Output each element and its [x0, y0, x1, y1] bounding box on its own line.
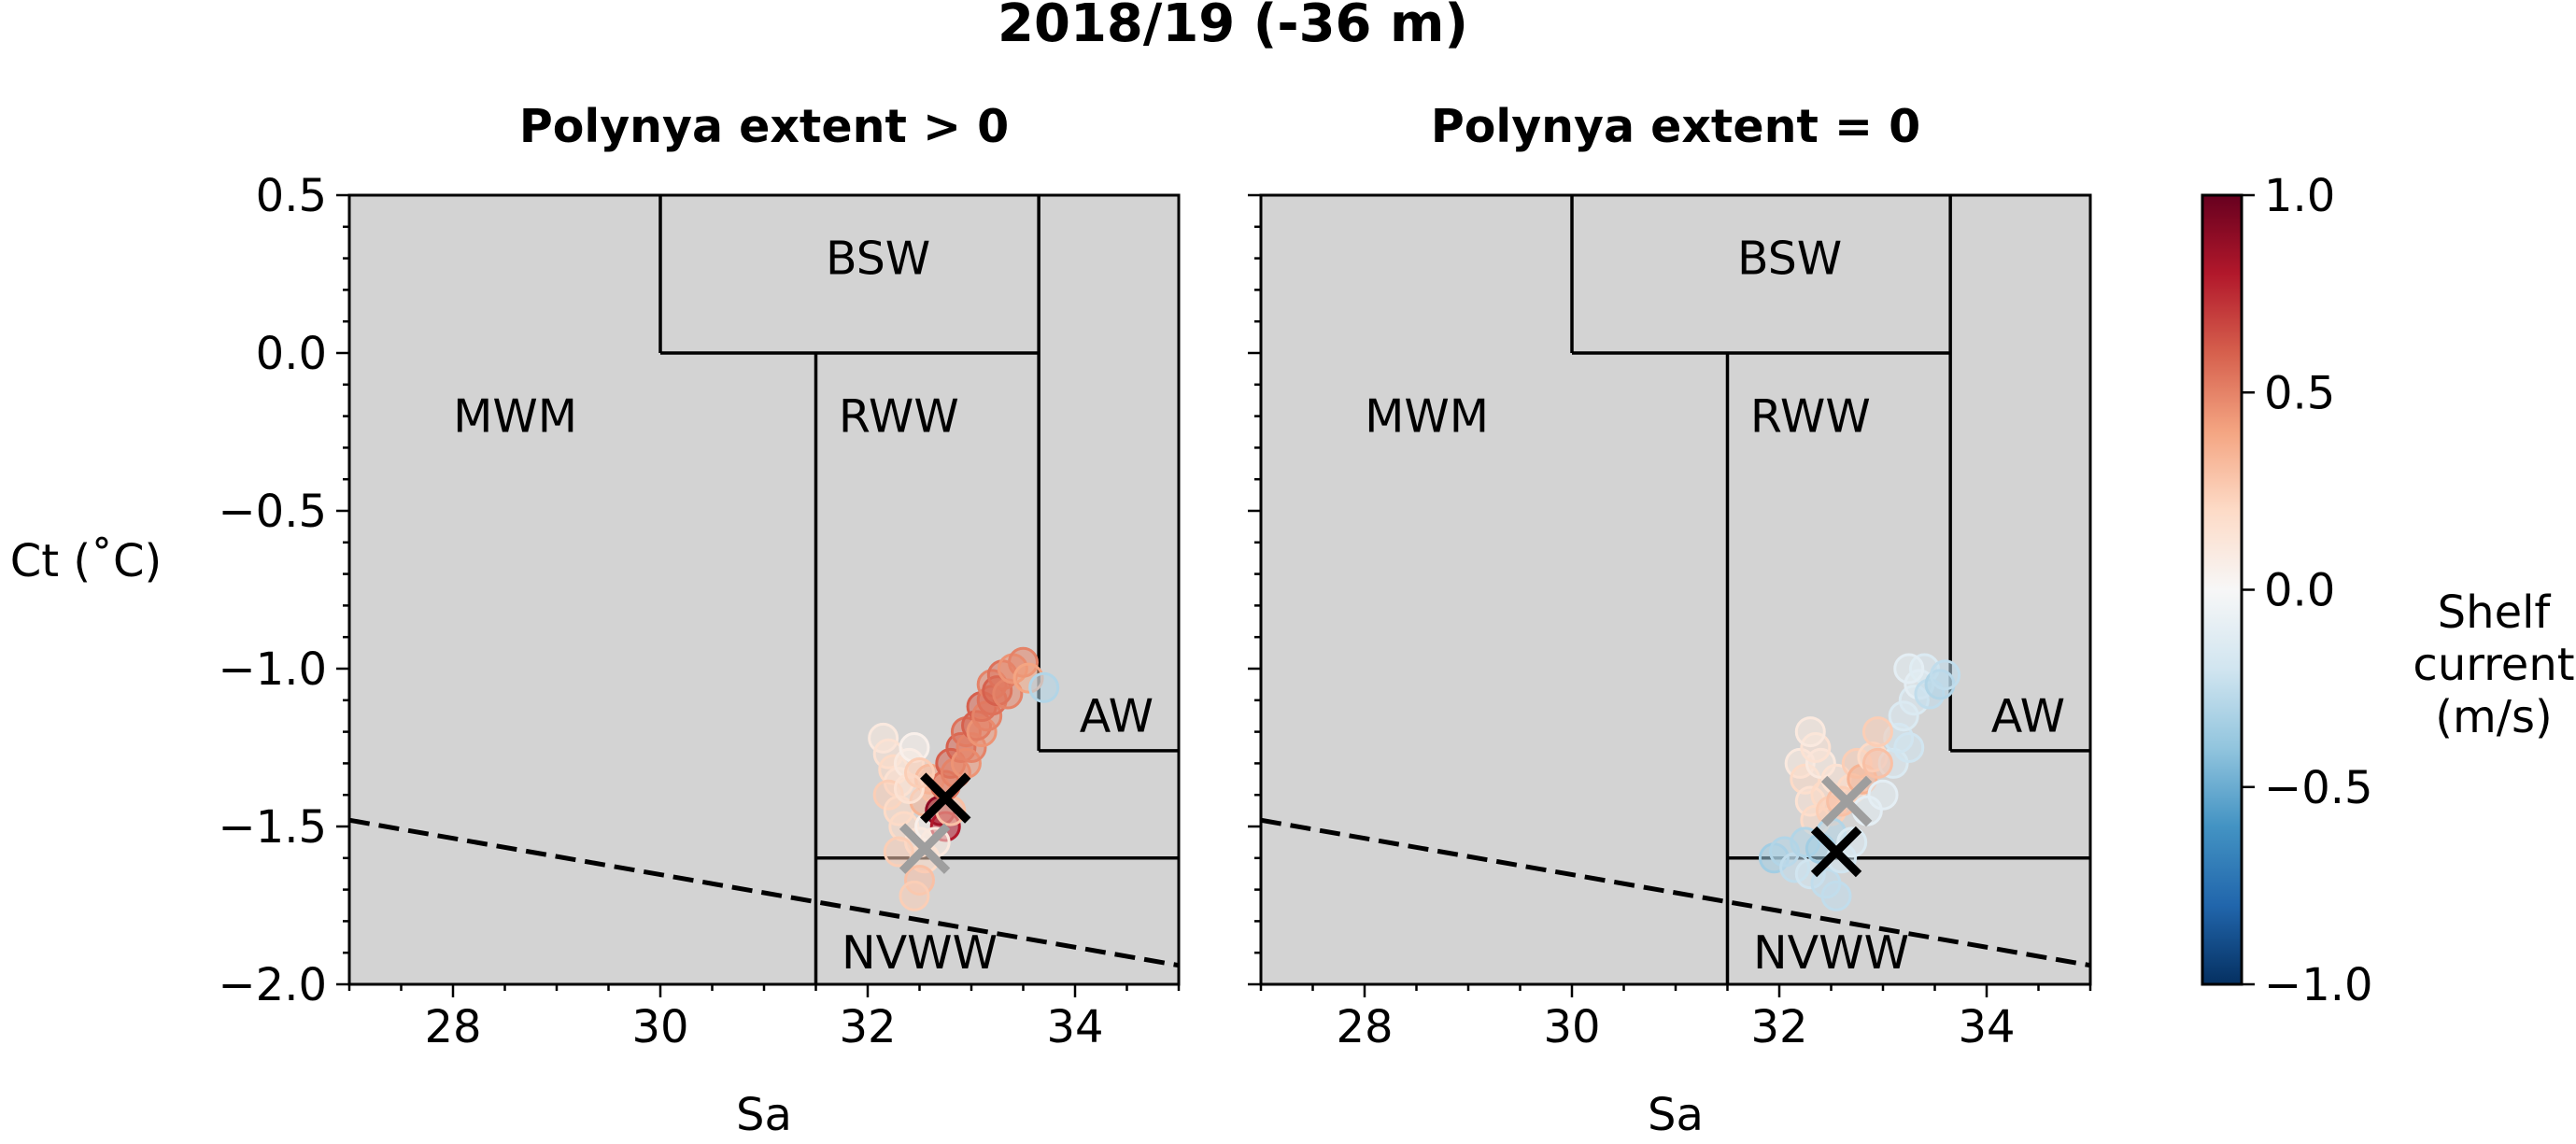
colorbar-tick-label: 1.0	[2264, 170, 2335, 222]
data-point	[1893, 732, 1925, 763]
panel-2: Polynya extent = 0 MWM BSW RWW AW NVWW 28 30 32 3…	[1248, 100, 2092, 1141]
colorbar-tick-label: 0.5	[2264, 367, 2335, 419]
marker-stroke	[920, 772, 971, 824]
mean-marker-grey	[899, 823, 951, 874]
figure-title: 2018/19 (-36 m)	[998, 0, 1468, 54]
y-tick-label: 0.0	[256, 328, 327, 380]
marker-stroke	[1810, 826, 1862, 878]
data-point	[1930, 659, 1961, 691]
region-label-rww: RWW	[839, 390, 959, 444]
x-tick-label: 28	[1336, 1001, 1393, 1053]
data-point	[899, 880, 930, 911]
x-tick-label: 34	[1958, 1001, 2015, 1053]
data-point	[1820, 880, 1852, 911]
y-tick-label: −1.0	[218, 643, 327, 696]
data-point	[1861, 747, 1893, 779]
region-label-rww: RWW	[1750, 390, 1871, 444]
colorbar-label: (m/s)	[2435, 691, 2552, 743]
y-tick-label: 0.5	[256, 170, 327, 222]
region-label-aw: AW	[1991, 690, 2065, 743]
data-point	[1794, 716, 1826, 748]
y-axis-label: Ct (˚C)	[10, 535, 163, 587]
x-axis-label: Sa	[1648, 1089, 1704, 1141]
marker-stroke	[899, 823, 951, 874]
data-point	[899, 732, 930, 763]
data-point	[1861, 716, 1893, 748]
region-label-nvww: NVWW	[842, 926, 998, 980]
panel-title: Polynya extent = 0	[1431, 100, 1920, 153]
region-label-aw: AW	[1080, 690, 1154, 743]
panel-1: Polynya extent > 0 MWM BSW RWW AW NVWW 28 30 32 3…	[10, 100, 1181, 1141]
mean-marker-black	[920, 772, 971, 824]
y-tick-label: −1.5	[218, 801, 327, 854]
region-label-nvww: NVWW	[1753, 926, 1909, 980]
colorbar-gradient	[2201, 193, 2243, 986]
freezing-line	[348, 817, 1180, 968]
x-tick-label: 30	[631, 1001, 688, 1053]
x-tick-label: 30	[1543, 1001, 1600, 1053]
data-point	[883, 836, 914, 868]
plot-background	[1261, 195, 2090, 984]
x-axis-label: Sa	[736, 1089, 792, 1141]
mean-marker-black	[1810, 826, 1862, 878]
x-tick-label: 32	[839, 1001, 896, 1053]
region-label-mwm: MWM	[453, 390, 577, 444]
data-point	[1836, 826, 1868, 858]
colorbar-label: Shelf	[2438, 586, 2552, 639]
data-point	[1893, 653, 1925, 685]
colorbar-label: current	[2413, 639, 2574, 691]
y-tick-label: −0.5	[218, 486, 327, 538]
panels: Polynya extent > 0 MWM BSW RWW AW NVWW 28 30 32 3…	[10, 100, 2092, 1141]
mean-marker-grey	[1820, 775, 1873, 827]
y-tick-label: −2.0	[218, 959, 327, 1011]
panel-title: Polynya extent > 0	[519, 100, 1009, 153]
region-label-mwm: MWM	[1365, 390, 1489, 444]
colorbar-tick-label: 0.0	[2264, 565, 2335, 617]
region-label-bsw: BSW	[1737, 233, 1842, 286]
marker-stroke	[1820, 775, 1873, 827]
plot-background	[349, 195, 1179, 984]
data-point	[1867, 779, 1899, 811]
colorbar-tick-label: −0.5	[2264, 762, 2373, 814]
x-tick-label: 34	[1046, 1001, 1103, 1053]
freezing-line	[1260, 817, 2091, 968]
data-point	[1028, 671, 1060, 703]
x-tick-label: 28	[424, 1001, 481, 1053]
x-tick-label: 32	[1750, 1001, 1807, 1053]
colorbar-tick-label: −1.0	[2264, 959, 2373, 1011]
region-label-bsw: BSW	[826, 233, 930, 286]
